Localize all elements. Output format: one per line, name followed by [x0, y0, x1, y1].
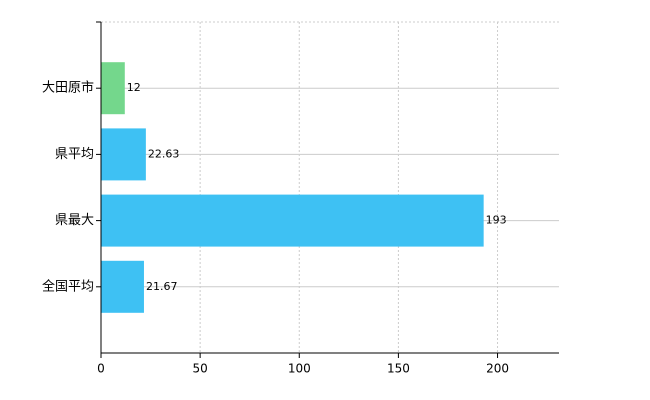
bar — [101, 194, 484, 247]
y-tick-label: 全国平均 — [42, 278, 94, 294]
y-tick-label: 県平均 — [55, 147, 94, 162]
bar — [101, 260, 144, 313]
x-tick-label: 50 — [192, 362, 207, 376]
value-label: 21.67 — [146, 280, 178, 293]
x-tick-label: 100 — [288, 362, 311, 376]
value-label: 12 — [127, 81, 141, 94]
value-label: 193 — [486, 214, 507, 227]
x-tick-label: 0 — [97, 362, 105, 376]
bar — [101, 62, 125, 115]
y-tick-label: 県最大 — [55, 213, 94, 228]
y-tick-label: 大田原市 — [42, 80, 94, 96]
x-tick-label: 150 — [387, 362, 410, 376]
x-tick-label: 200 — [486, 362, 509, 376]
value-label: 22.63 — [148, 147, 180, 160]
bar — [101, 128, 146, 181]
